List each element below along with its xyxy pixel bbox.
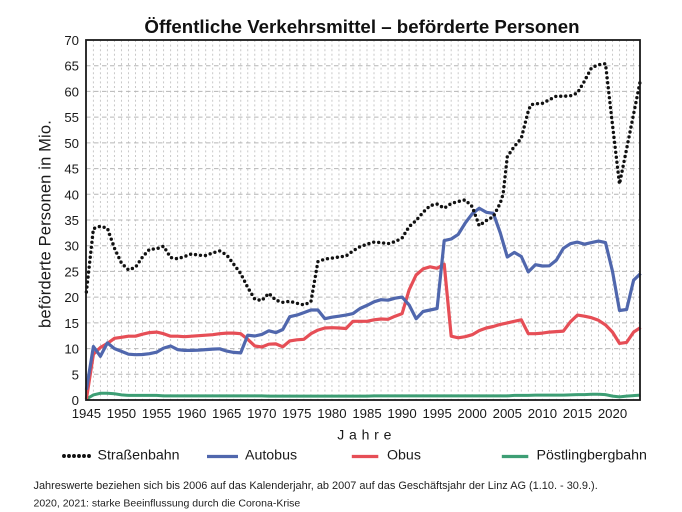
svg-text:1960: 1960: [177, 406, 206, 421]
svg-text:1990: 1990: [387, 406, 416, 421]
svg-text:50: 50: [64, 136, 79, 151]
svg-text:Obus: Obus: [387, 447, 421, 463]
svg-text:1970: 1970: [247, 406, 276, 421]
svg-text:15: 15: [64, 316, 79, 331]
svg-text:35: 35: [64, 213, 79, 228]
svg-text:25: 25: [64, 264, 79, 279]
svg-text:1995: 1995: [422, 406, 451, 421]
svg-text:2015: 2015: [563, 406, 592, 421]
svg-text:2020, 2021: starke Beeinflussu: 2020, 2021: starke Beeinflussung durch d…: [34, 498, 301, 510]
svg-text:1965: 1965: [212, 406, 241, 421]
svg-text:Pöstlingbergbahn: Pöstlingbergbahn: [537, 447, 647, 463]
svg-text:10: 10: [64, 342, 79, 357]
svg-text:Straßenbahn: Straßenbahn: [98, 447, 180, 463]
svg-text:1980: 1980: [317, 406, 346, 421]
svg-text:55: 55: [64, 110, 79, 125]
svg-text:70: 70: [64, 33, 79, 48]
svg-text:60: 60: [64, 84, 79, 99]
svg-text:2020: 2020: [598, 406, 627, 421]
svg-text:5: 5: [72, 367, 79, 382]
svg-text:1985: 1985: [352, 406, 381, 421]
svg-text:Öffentliche Verkehrsmittel – b: Öffentliche Verkehrsmittel – beförderte …: [144, 16, 579, 37]
svg-text:40: 40: [64, 187, 79, 202]
svg-text:30: 30: [64, 239, 79, 254]
svg-text:1975: 1975: [282, 406, 311, 421]
svg-text:1950: 1950: [107, 406, 136, 421]
svg-text:Autobus: Autobus: [245, 447, 297, 463]
svg-text:beförderte Personen in Mio.: beförderte Personen in Mio.: [37, 120, 55, 328]
svg-text:65: 65: [64, 59, 79, 74]
svg-text:20: 20: [64, 290, 79, 305]
svg-text:2000: 2000: [458, 406, 487, 421]
svg-text:2010: 2010: [528, 406, 557, 421]
svg-text:1945: 1945: [72, 406, 101, 421]
svg-text:45: 45: [64, 162, 79, 177]
svg-text:2005: 2005: [493, 406, 522, 421]
svg-text:Jahre: Jahre: [337, 427, 396, 443]
svg-text:1955: 1955: [142, 406, 171, 421]
svg-text:0: 0: [72, 393, 79, 408]
svg-text:Jahreswerte beziehen sich bis: Jahreswerte beziehen sich bis 2006 auf d…: [34, 480, 598, 492]
